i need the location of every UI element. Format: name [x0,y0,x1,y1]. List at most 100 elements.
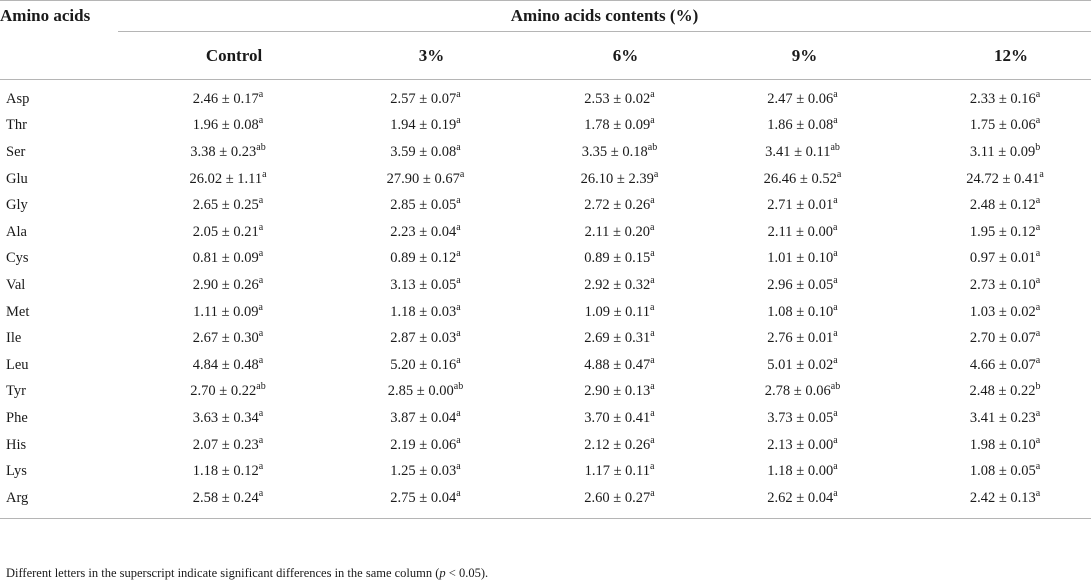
cell-significance-letter: a [258,115,264,127]
cell-significance-letter: a [1035,434,1041,446]
cell-value: 3.13 ± 0.05 [390,276,457,293]
table-cell: 3.38 ± 0.23ab [118,139,320,166]
cell-value: 0.81 ± 0.09 [192,250,259,267]
cell-significance-letter: a [833,434,838,446]
column-header-6: 6% [503,31,696,80]
table-cell: 4.88 ± 0.47a [503,352,696,379]
cell-value: 3.59 ± 0.08 [390,143,457,160]
table-cell: 2.62 ± 0.04a [696,484,879,519]
cell-significance-letter: a [1035,408,1041,420]
cell-significance-letter: a [833,248,838,260]
cell-significance-letter: a [456,142,461,154]
table-cell: 26.10 ± 2.39a [503,166,696,193]
cell-value: 1.09 ± 0.11 [584,303,650,320]
cell-value: 2.42 ± 0.13 [969,489,1036,506]
table-cell: 1.18 ± 0.03a [320,299,503,326]
cell-significance-letter: a [649,221,655,233]
footnote-p-symbol: p [439,566,446,580]
cell-value: 2.69 ± 0.31 [584,330,651,347]
cell-value: 2.48 ± 0.12 [969,197,1036,214]
table-row: Ala 2.05 ± 0.21a 2.23 ± 0.04a 2.11 ± 0.20a 2… [0,219,1091,246]
table-cell: 1.03 ± 0.02a [879,299,1091,326]
cell-value: 2.07 ± 0.23 [192,436,259,453]
cell-significance-letter: a [456,195,461,207]
row-label: Lys [6,463,27,480]
cell-value: 5.20 ± 0.16 [390,356,457,373]
cell-significance-letter: a [456,461,461,473]
header-row-group: Amino acids Amino acids contents (%) [0,0,1091,80]
table-row: Asp 2.46 ± 0.17a 2.57 ± 0.07a 2.53 ± 0.02a 2… [0,80,1091,113]
cell-value: 2.57 ± 0.07 [390,90,457,107]
table-cell: 2.11 ± 0.00a [696,219,879,246]
column-header-9: 9% [696,31,879,80]
table-cell: 2.65 ± 0.25a [118,192,320,219]
cell-significance-letter: a [650,88,655,100]
cell-value: 0.97 ± 0.01 [969,250,1036,267]
cell-value: 2.92 ± 0.32 [584,276,651,293]
table-cell: 0.89 ± 0.15a [503,246,696,273]
row-label: Asp [6,90,30,107]
cell-value: 1.11 ± 0.09 [193,303,259,320]
table-cell: 2.19 ± 0.06a [320,432,503,459]
cell-significance-letter: a [1035,275,1041,287]
table-cell: 2.71 ± 0.01a [696,192,879,219]
cell-value: 2.90 ± 0.13 [584,383,651,400]
table-cell: 3.41 ± 0.11ab [696,139,879,166]
table-cell: 1.86 ± 0.08a [696,113,879,140]
group-header-label: Amino acids contents (%) [118,0,1091,32]
cell-significance-letter: a [1035,115,1041,127]
cell-value: 2.85 ± 0.00 [387,383,454,400]
cell-significance-letter: a [456,487,461,499]
table-cell: 3.41 ± 0.23a [879,405,1091,432]
cell-value: 1.98 ± 0.10 [969,436,1036,453]
table-cell: 3.59 ± 0.08a [320,139,503,166]
table-cell: 1.18 ± 0.12a [118,458,320,485]
row-label: Ala [6,223,27,240]
cell-value: 1.75 ± 0.06 [969,117,1036,134]
table-row: Thr 1.96 ± 0.08a 1.94 ± 0.19a 1.78 ± 0.09a 1… [0,113,1091,140]
row-label: Phe [6,409,28,426]
row-label: Thr [6,117,27,134]
table-cell: 2.48 ± 0.12a [879,192,1091,219]
cell-significance-letter: a [833,275,838,287]
table-footnote: Different letters in the superscript ind… [6,566,488,581]
cell-significance-letter: a [833,328,838,340]
table-cell: 2.73 ± 0.10a [879,272,1091,299]
cell-significance-letter: a [836,168,842,180]
cell-value: 2.65 ± 0.25 [192,197,259,214]
cell-value: 2.48 ± 0.22 [969,383,1036,400]
table-cell: 3.73 ± 0.05a [696,405,879,432]
table-row: Lys 1.18 ± 0.12a 1.25 ± 0.03a 1.17 ± 0.11a 1… [0,458,1091,485]
cell-significance-letter: a [1035,248,1041,260]
table-cell: 2.76 ± 0.01a [696,325,879,352]
table-cell: 2.23 ± 0.04a [320,219,503,246]
table-cell: 1.08 ± 0.10a [696,299,879,326]
cell-value: 2.96 ± 0.05 [767,276,834,293]
cell-significance-letter: ab [647,142,658,154]
cell-value: 3.63 ± 0.34 [192,409,259,426]
cell-significance-letter: a [650,408,655,420]
cell-significance-letter: a [258,221,264,233]
amino-acids-table: Amino acids Amino acids contents (%) Con… [0,0,1091,519]
cell-significance-letter: a [459,168,465,180]
row-label: Leu [6,356,29,373]
table-cell: 5.01 ± 0.02a [696,352,879,379]
cell-significance-letter: a [456,115,461,127]
cell-value: 2.76 ± 0.01 [767,330,834,347]
row-label: Arg [0,484,118,519]
cell-value: 3.41 ± 0.23 [969,409,1036,426]
table-cell: 2.90 ± 0.26a [118,272,320,299]
cell-significance-letter: a [456,328,461,340]
cell-value: 1.18 ± 0.03 [390,303,457,320]
cell-value: 0.89 ± 0.12 [390,250,457,267]
table-cell: 2.92 ± 0.32a [503,272,696,299]
cell-significance-letter: a [650,248,655,260]
cell-significance-letter: a [456,408,461,420]
cell-value: 1.94 ± 0.19 [390,117,457,134]
table-cell: 2.11 ± 0.20a [503,219,696,246]
table-cell: 1.17 ± 0.11a [503,458,696,485]
table-row: His 2.07 ± 0.23a 2.19 ± 0.06a 2.12 ± 0.26a 2… [0,432,1091,459]
table-row: Met 1.11 ± 0.09a 1.18 ± 0.03a 1.09 ± 0.11a 1… [0,299,1091,326]
cell-value: 1.03 ± 0.02 [969,303,1036,320]
cell-value: 2.53 ± 0.02 [584,90,651,107]
